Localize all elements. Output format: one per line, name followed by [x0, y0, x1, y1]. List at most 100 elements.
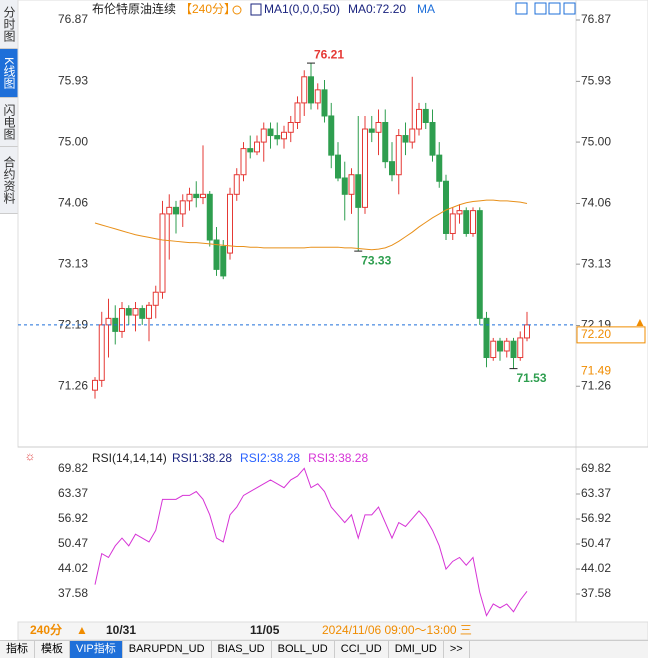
frame [17, 0, 648, 448]
candle-body [524, 324, 530, 339]
candle-body [382, 121, 389, 163]
cursor-date: 2024/11/06 09:00～13:00 三 [322, 623, 472, 637]
candle-body [139, 308, 146, 319]
candle-body [301, 76, 308, 104]
candle-body [355, 174, 362, 208]
tab[interactable]: CCI_UD [335, 641, 389, 658]
candle-body [220, 246, 227, 277]
y-tick-label: 69.82 [58, 461, 88, 475]
candle-body [368, 128, 375, 133]
candle-body [146, 304, 152, 319]
y-tick-label: 76.87 [58, 12, 88, 26]
y-tick-label: 73.13 [581, 256, 611, 270]
tab[interactable]: 模板 [35, 641, 70, 658]
rsi-title: RSI(14,14,14) [92, 451, 167, 465]
y-tick-label: 76.87 [581, 12, 611, 26]
y-tick-label: 56.92 [58, 511, 88, 525]
candle-body [362, 128, 368, 208]
y-tick-label: 50.47 [581, 536, 611, 550]
candle-body [227, 193, 233, 254]
legend-entry: RSI2:38.28 [240, 451, 300, 465]
chart: 布伦特原油连续 【240分】 MA1(0,0,0,50) MA0:72.20 M… [17, 0, 648, 640]
candle-body [321, 89, 328, 117]
tab[interactable]: BOLL_UD [272, 641, 335, 658]
candle-body [308, 76, 314, 104]
indicator: MA1(0,0,0,50) [264, 2, 340, 16]
price-tag-box [576, 326, 646, 344]
candle-body [510, 340, 517, 359]
ma-tag-box [577, 364, 617, 379]
y-tick-label: 74.06 [58, 196, 88, 210]
candle-body [159, 213, 166, 293]
tab[interactable]: VIP指标 [70, 641, 123, 658]
tool-icon[interactable] [548, 2, 561, 15]
candle-body [389, 161, 395, 176]
candle-body [483, 317, 490, 359]
candle-body [470, 210, 476, 234]
candle-body [152, 291, 159, 306]
annotation: 71.53 [517, 371, 547, 385]
arrow[interactable]: ▲ [76, 623, 88, 637]
candle-body [267, 128, 274, 137]
settings-icon[interactable]: ☼ [25, 449, 36, 463]
candle-body [92, 379, 98, 391]
side-tab[interactable]: 分时图 [0, 0, 18, 49]
candle-body [314, 89, 321, 104]
y-tick-label: 75.93 [58, 74, 88, 88]
tab[interactable]: BIAS_UD [212, 641, 272, 658]
side-tab[interactable]: K线图 [0, 49, 18, 98]
y-tick-label: 63.37 [58, 486, 88, 500]
candle-body [463, 210, 470, 234]
icon[interactable] [232, 5, 242, 15]
candle-body [328, 115, 335, 156]
indicator-name: MA [417, 2, 435, 16]
y-tick-label: 37.58 [58, 586, 88, 600]
candle-body [186, 193, 193, 202]
candle-body [449, 213, 456, 234]
candle-body [119, 308, 125, 332]
candle-body [179, 200, 186, 215]
side-tab[interactable]: 合约资料 [0, 147, 18, 214]
rsi-line [94, 467, 528, 617]
footer-bar [17, 621, 648, 640]
candle-body [517, 337, 524, 359]
ma-tag: 71.49 [581, 363, 611, 377]
period: 【240分】 [180, 2, 236, 16]
candle-body [443, 180, 449, 234]
date-label: 11/05 [250, 623, 280, 637]
candle-body [200, 193, 206, 199]
tab-bar: 指标 模板 VIP指标 BARUPDN_UD BIAS_UD BOLL_UD CCI_UD D… [0, 640, 648, 658]
candle-body [166, 206, 173, 215]
candle-body [348, 174, 355, 195]
tab[interactable]: >> [444, 641, 470, 658]
tab[interactable]: DMI_UD [389, 641, 444, 658]
y-tick-label: 73.13 [58, 256, 88, 270]
footer-period[interactable]: 240分 [30, 622, 62, 637]
arrow: ▲ [634, 315, 646, 329]
candle-body [395, 135, 402, 176]
candle-body [287, 121, 294, 133]
tool-icon[interactable] [534, 2, 547, 15]
y-tick-label: 63.37 [581, 486, 611, 500]
candle-body [240, 148, 247, 176]
y-tick-label: 56.92 [581, 511, 611, 525]
candle-body [490, 340, 497, 359]
tab[interactable]: BARUPDN_UD [123, 641, 212, 658]
tool-icon[interactable] [563, 2, 576, 15]
legend-entry: RSI3:38.28 [308, 451, 368, 465]
candle-body [213, 239, 220, 270]
candle-body [416, 108, 422, 130]
annotation: 73.33 [361, 253, 391, 267]
candle-body [132, 308, 139, 316]
y-tick-label: 69.82 [581, 461, 611, 475]
tab[interactable]: 指标 [0, 641, 35, 658]
candle-body [429, 121, 436, 156]
tool-icon[interactable] [515, 2, 528, 15]
candle-body [125, 308, 132, 316]
candle-body [98, 324, 105, 381]
y-tick-label: 50.47 [58, 536, 88, 550]
side-tab[interactable]: 闪电图 [0, 98, 18, 147]
candle-body [247, 148, 254, 153]
y-tick-label: 71.26 [58, 378, 88, 392]
